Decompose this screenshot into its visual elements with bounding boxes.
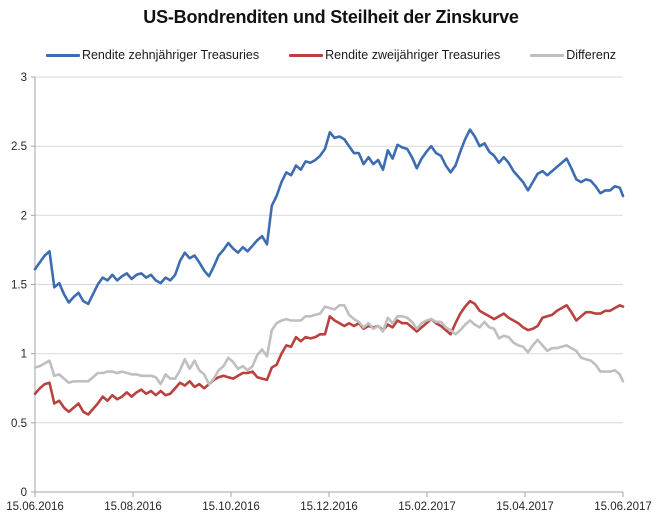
y-tick-label: 2.5 <box>11 141 27 153</box>
y-tick-label: 1 <box>21 349 27 361</box>
legend-item-10y: Rendite zehnjähriger Treasuries <box>45 48 260 62</box>
series-line-2 <box>33 304 625 386</box>
y-tick-label: 0.5 <box>11 418 27 430</box>
plot-area: 0 0.5 1 1.5 2 2.5 3 15.06.2016 15.08.2016 15.10.2… <box>6 72 652 513</box>
legend-label-10y: Rendite zehnjähriger Treasuries <box>81 48 260 62</box>
y-tick-label: 1.5 <box>11 280 27 292</box>
chart-title: US-Bondrenditen und Steilheit der Zinsku… <box>143 7 519 27</box>
axes <box>31 76 624 497</box>
legend-swatch-diff-line-icon <box>530 53 565 57</box>
y-tick-label: 0 <box>21 487 27 499</box>
y-tick-label: 3 <box>21 72 27 84</box>
legend-label-diff: Differenz <box>566 48 617 62</box>
legend-label-2y: Rendite zweijähriger Treasuries <box>325 48 501 62</box>
x-tick-label: 15.06.2016 <box>6 501 64 513</box>
gridlines <box>35 76 623 424</box>
x-tick-label: 15.12.2016 <box>300 501 358 513</box>
x-tick-label: 15.04.2017 <box>496 501 554 513</box>
legend-swatch-10y-line-icon <box>45 53 80 57</box>
series-line-1 <box>33 299 625 416</box>
legend-swatch-2y-line-icon <box>289 53 324 57</box>
x-tick-label: 15.02.2017 <box>398 501 456 513</box>
x-tick-label: 15.08.2016 <box>104 501 162 513</box>
y-tick-label: 2 <box>21 210 27 222</box>
legend-item-2y: Rendite zweijähriger Treasuries <box>289 48 500 62</box>
x-tick-label: 15.06.2017 <box>594 501 652 513</box>
axis-tick-labels: 0 0.5 1 1.5 2 2.5 3 15.06.2016 15.08.2016 15.10.2… <box>6 72 652 513</box>
legend-item-diff: Differenz <box>530 48 616 62</box>
series-line-0 <box>33 128 625 306</box>
x-tick-label: 15.10.2016 <box>202 501 260 513</box>
legend: Rendite zehnjähriger Treasuries Rendite … <box>0 48 662 62</box>
